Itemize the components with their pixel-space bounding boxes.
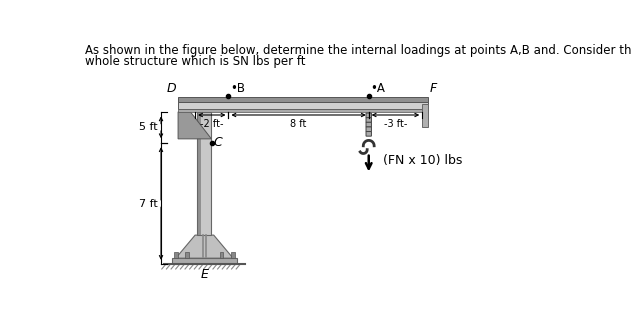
- FancyBboxPatch shape: [366, 118, 372, 122]
- Polygon shape: [178, 112, 211, 139]
- Text: -3 ft-: -3 ft-: [384, 119, 407, 129]
- Bar: [186, 252, 189, 258]
- Text: C: C: [214, 136, 223, 149]
- Text: 8 ft: 8 ft: [290, 119, 307, 129]
- Polygon shape: [201, 112, 211, 235]
- Polygon shape: [198, 112, 201, 235]
- Text: (FN x 10) lbs: (FN x 10) lbs: [382, 154, 462, 167]
- Text: E: E: [201, 268, 208, 281]
- Text: •B: •B: [230, 82, 245, 95]
- Text: F: F: [430, 82, 437, 95]
- Bar: [220, 252, 223, 258]
- Text: whole structure which is SN lbs per ft: whole structure which is SN lbs per ft: [85, 55, 305, 68]
- FancyBboxPatch shape: [366, 127, 372, 131]
- Text: As shown in the figure below, determine the internal loadings at points A,B and.: As shown in the figure below, determine …: [85, 44, 631, 57]
- FancyBboxPatch shape: [366, 113, 372, 118]
- Bar: [178, 109, 428, 112]
- FancyBboxPatch shape: [366, 131, 372, 136]
- Text: D: D: [167, 82, 177, 95]
- Bar: [178, 97, 428, 102]
- Bar: [422, 104, 428, 127]
- Polygon shape: [176, 235, 233, 258]
- Text: •A: •A: [370, 82, 385, 95]
- Text: 5 ft: 5 ft: [139, 122, 158, 132]
- Text: -2 ft-: -2 ft-: [200, 119, 223, 129]
- Bar: [178, 102, 428, 109]
- Bar: [174, 252, 178, 258]
- Text: 7 ft: 7 ft: [139, 199, 158, 209]
- Bar: [172, 258, 237, 264]
- FancyBboxPatch shape: [366, 122, 372, 127]
- Bar: [231, 252, 235, 258]
